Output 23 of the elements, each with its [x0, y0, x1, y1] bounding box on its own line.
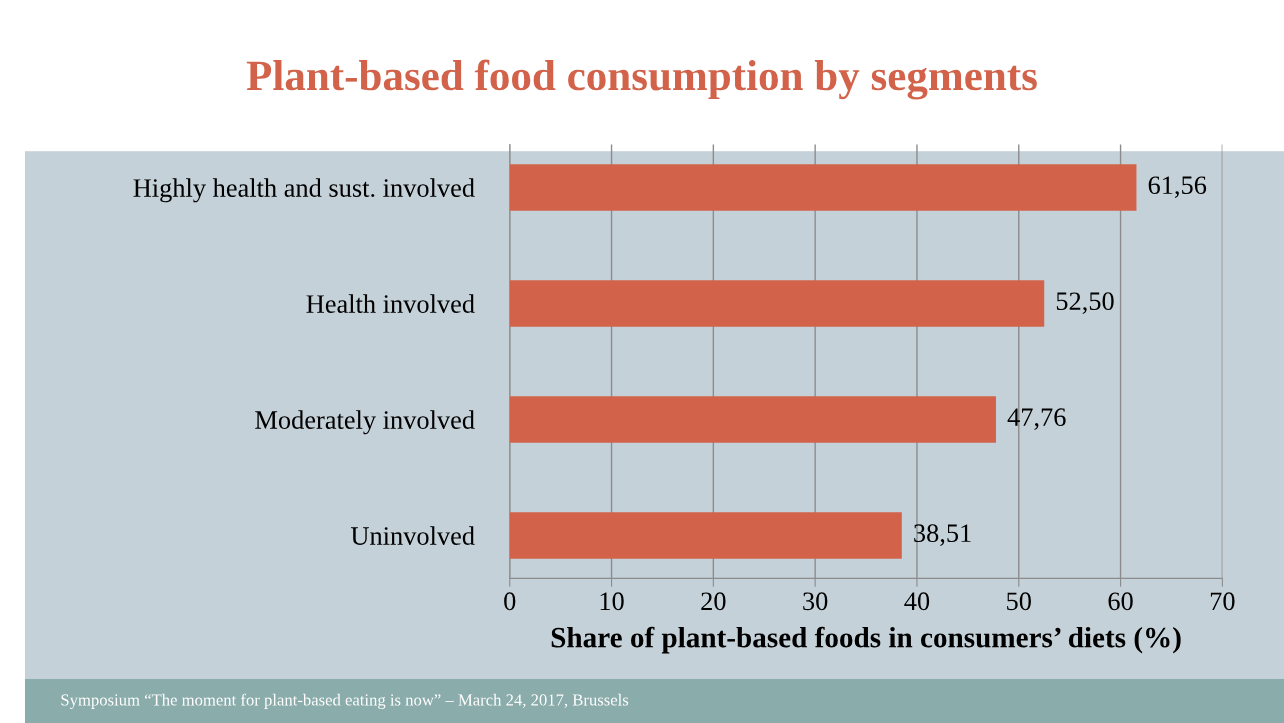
y-tick-label: Health involved: [306, 294, 475, 313]
x-tick-label: 40: [904, 592, 930, 611]
x-tick-label: 70: [1210, 592, 1235, 611]
data-label: 52,50: [1056, 292, 1114, 314]
data-label: 61,56: [1148, 176, 1207, 198]
y-tick-label: Uninvolved: [350, 526, 475, 545]
data-label: 38,51: [914, 524, 971, 546]
bar: [509, 280, 1045, 327]
bar: [509, 396, 996, 443]
y-tick-label: Highly health and sust. involved: [133, 178, 475, 203]
x-tick-label: 10: [600, 592, 624, 611]
x-tick-label: 50: [1007, 592, 1031, 611]
data-label: 47,76: [1007, 408, 1066, 430]
bar: [509, 512, 902, 559]
x-axis-title: Share of plant-based foods in consumers’ diets (%): [551, 626, 1181, 654]
x-tick-label: 60: [1108, 592, 1133, 611]
chart-title: Plant-based food consumption by segments: [246, 59, 1037, 100]
x-tick-label: 30: [803, 592, 828, 611]
x-tick-label: 0: [504, 592, 516, 611]
text: Symposium “The moment for plant-based eating is now” – March 24, 2017, Brussels: [61, 693, 629, 709]
bar: [509, 164, 1137, 211]
y-tick-label: Moderately involved: [255, 410, 475, 435]
x-tick-label: 20: [701, 592, 726, 611]
